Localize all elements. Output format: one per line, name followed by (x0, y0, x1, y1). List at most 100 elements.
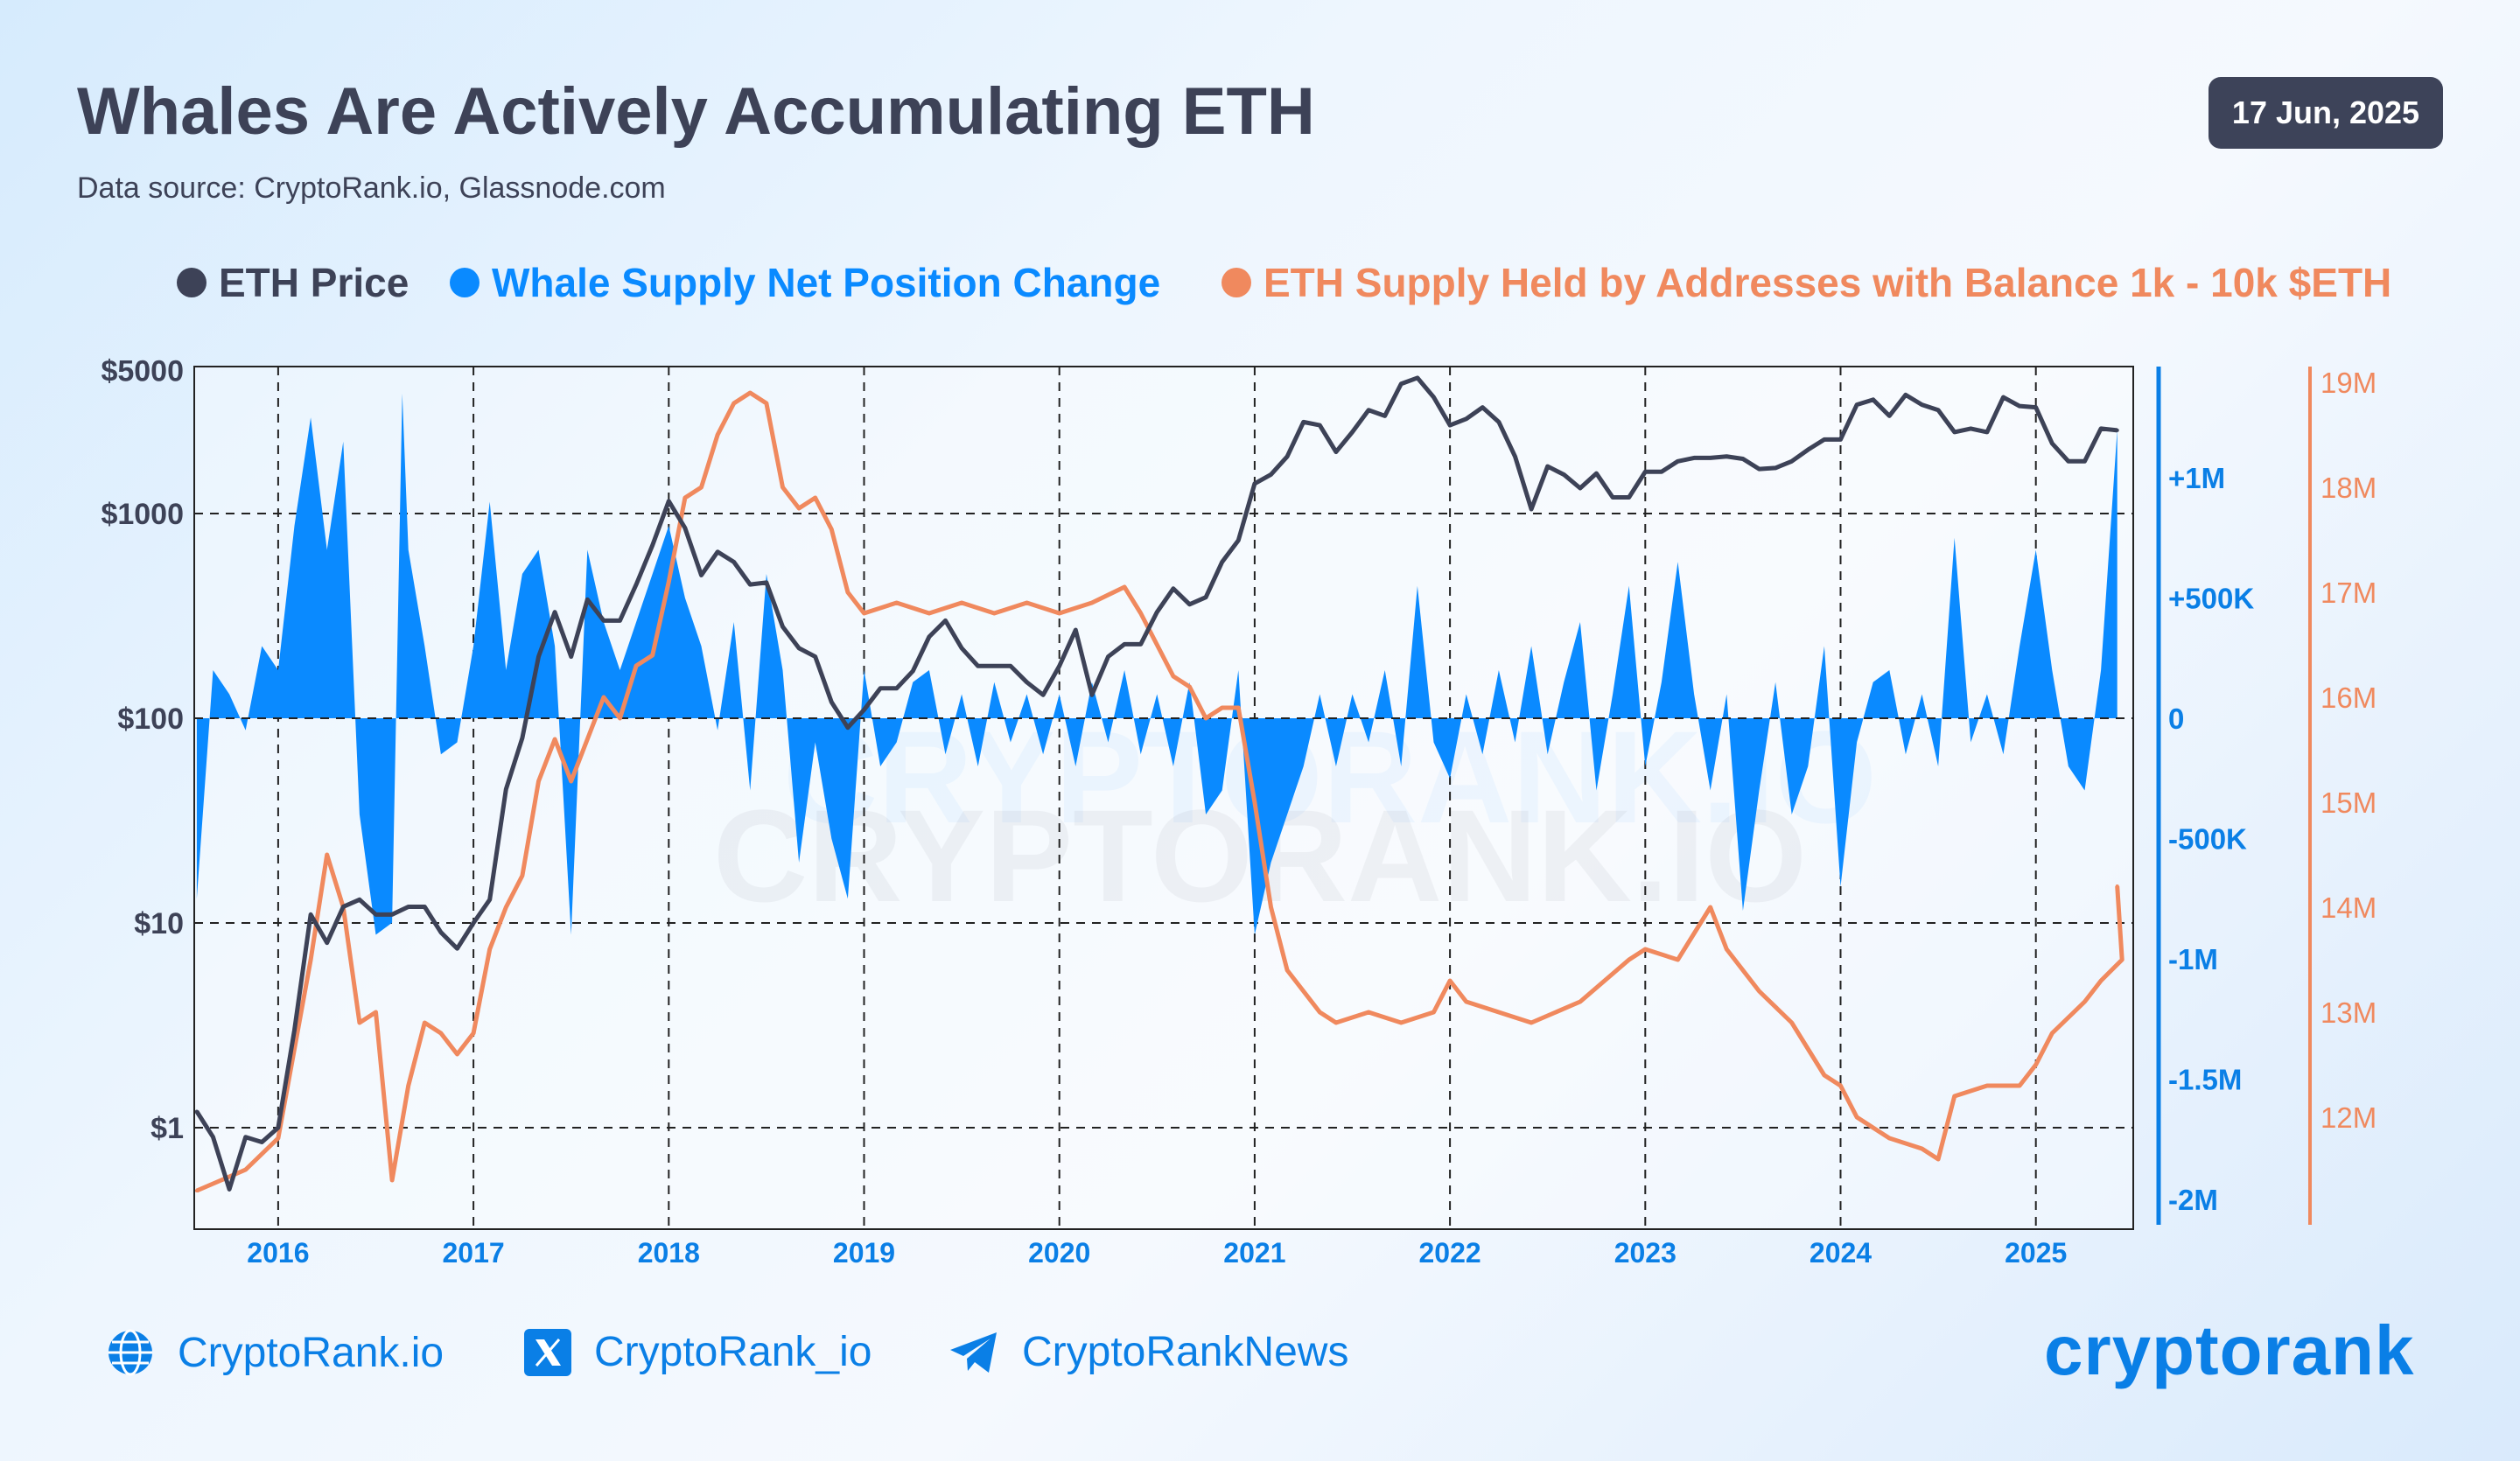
x-tick-label: 2017 (443, 1237, 505, 1269)
supply-line-point (1399, 1021, 1404, 1024)
eth-price-line-point (1676, 459, 1680, 464)
eth-price-line-point (1984, 430, 1989, 434)
eth-price-line-point (1871, 397, 1875, 402)
eth-price-line-point (260, 1140, 264, 1144)
supply-line-point (1187, 685, 1192, 689)
eth-price-line-point (1399, 381, 1404, 386)
supply-line-point (992, 612, 997, 615)
eth-price-line-point (1692, 456, 1697, 460)
eth-price-line-point (1969, 426, 1973, 430)
eth-price-line-point (504, 787, 508, 792)
eth-price-line-point (1496, 420, 1501, 424)
eth-price-line-point (2115, 428, 2119, 432)
eth-price-line-point (1855, 402, 1859, 407)
supply-line-point (1936, 1157, 1941, 1161)
legend-item-supply: ETH Supply Held by Addresses with Balanc… (1222, 259, 2391, 306)
eth-price-line-point (748, 583, 752, 587)
eth-price-line-point (1415, 375, 1419, 380)
x-tick-label: 2024 (1810, 1237, 1872, 1269)
eth-price-line-point (1822, 437, 1826, 442)
eth-price-line-point (325, 940, 329, 945)
supply-line-point (309, 958, 313, 961)
eth-price-line-point (1138, 642, 1143, 647)
supply-tick-label: 18M (2320, 472, 2376, 504)
supply-line-point (1171, 675, 1175, 678)
x-tick-label: 2016 (247, 1237, 309, 1269)
eth-price-line-point (2034, 405, 2038, 409)
cryptorank-logo: cryptorank (2044, 1311, 2415, 1389)
supply-tick-label: 12M (2320, 1101, 2376, 1134)
whale-tick-label: +500K (2168, 583, 2254, 615)
supply-line-point (406, 1084, 410, 1087)
eth-price-line-point (1562, 472, 1566, 477)
eth-price-line-point (1448, 423, 1452, 428)
eth-price-line-point (374, 912, 378, 917)
supply-line-point (2034, 1063, 2038, 1066)
supply-line-point (780, 486, 785, 489)
series (194, 375, 2133, 1193)
whale-net-change-area (196, 393, 2118, 935)
supply-tick-label: 16M (2320, 682, 2376, 714)
x-tick-label: 2022 (1419, 1237, 1481, 1269)
x-logo-icon (524, 1328, 571, 1376)
eth-price-line-point (1774, 465, 1778, 470)
eth-price-line-point (732, 560, 736, 564)
supply-line-point (682, 496, 687, 500)
eth-price-line-point (194, 1109, 199, 1114)
supply-line-point (276, 1136, 280, 1140)
eth-price-line-point (1301, 420, 1306, 424)
eth-price-line-point (1025, 680, 1029, 684)
eth-price-line-point (1806, 448, 1810, 452)
eth-price-line-point (211, 1135, 215, 1139)
eth-price-line-point (1740, 457, 1745, 461)
price-tick-label: $100 (117, 703, 184, 736)
plot-frame (193, 366, 2134, 1230)
supply-line-point (862, 612, 866, 615)
supply-line-point (927, 612, 931, 615)
supply-line-point (1822, 1073, 1826, 1077)
x-tick-label: 2018 (638, 1237, 700, 1269)
supply-tick-label: 19M (2320, 367, 2376, 399)
eth-price-line-point (455, 947, 459, 951)
supply-line-point (1269, 905, 1273, 909)
footer-website-link[interactable]: CryptoRank.io (106, 1328, 444, 1377)
eth-price-line-point (472, 921, 476, 925)
eth-price-line-point (357, 898, 361, 902)
supply-line-point (374, 1010, 378, 1014)
eth-price-line-point (797, 646, 802, 650)
eth-price-line-point (699, 573, 704, 577)
eth-price-line-point (406, 905, 410, 909)
supply-line-point (667, 580, 671, 584)
supply-line-point (520, 874, 524, 877)
supply-line-point (960, 601, 964, 605)
supply-line-point (1025, 601, 1029, 605)
supply-tick-label: 17M (2320, 577, 2376, 609)
eth-price-line-point (1725, 454, 1729, 458)
eth-price-line-point (2099, 426, 2104, 430)
legend-dot-icon (1222, 268, 1251, 297)
globe-icon (108, 1329, 152, 1376)
supply-line-point (1920, 1147, 1924, 1150)
date-badge: 17 Jun, 2025 (2208, 77, 2443, 149)
supply-line-point (536, 779, 541, 783)
legend-label: ETH Supply Held by Addresses with Balanc… (1264, 260, 2392, 305)
x-tick-label: 2023 (1614, 1237, 1676, 1269)
supply-line-point (1155, 643, 1159, 647)
footer-telegram-link[interactable]: CryptoRankNews (948, 1328, 1348, 1376)
eth-price-line-point (228, 1187, 232, 1192)
eth-price-line-point (1106, 654, 1110, 659)
supply-line-point (2099, 979, 2104, 982)
data-source: Data source: CryptoRank.io, Glassnode.co… (77, 171, 666, 205)
footer-x-link[interactable]: CryptoRank_io (524, 1328, 872, 1376)
eth-price-line-point (1318, 423, 1322, 428)
eth-price-line-point (1952, 430, 1956, 434)
supply-line-point (585, 737, 590, 741)
footer-telegram-label: CryptoRankNews (1022, 1329, 1349, 1375)
eth-price-line-point (1432, 395, 1436, 400)
eth-price-line-point (943, 619, 948, 623)
eth-price-line-point (487, 898, 492, 902)
supply-line-point (748, 391, 752, 395)
supply-line-point (1448, 979, 1452, 982)
eth-price-line-point (1920, 402, 1924, 407)
eth-price-line-point (1057, 664, 1061, 668)
